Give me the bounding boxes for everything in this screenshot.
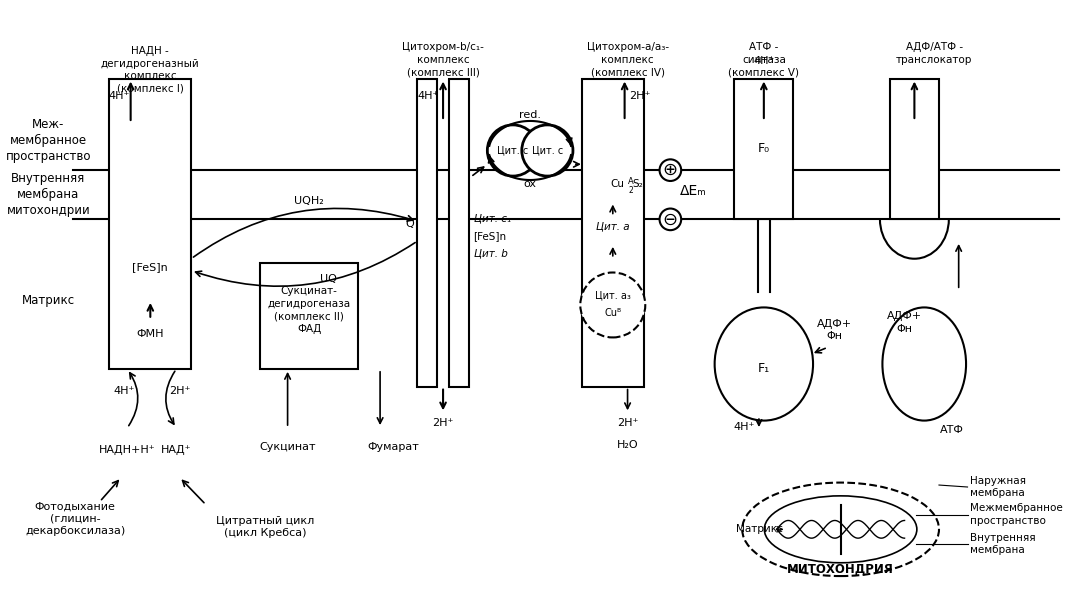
Text: Cuᴮ: Cuᴮ <box>604 308 622 318</box>
Text: Матрикс: Матрикс <box>737 524 784 534</box>
Text: Цит. c: Цит. c <box>498 145 528 156</box>
Text: Цит. c₁: Цит. c₁ <box>474 213 511 224</box>
Bar <box>260 262 359 369</box>
Text: Наружная
мембрана: Наружная мембрана <box>971 476 1026 498</box>
Text: red.: red. <box>520 110 541 120</box>
Text: F₀: F₀ <box>758 142 770 156</box>
Text: 4H⁺: 4H⁺ <box>753 56 775 66</box>
Text: АДФ+
Φн: АДФ+ Φн <box>887 311 922 333</box>
Text: A: A <box>627 177 634 186</box>
Text: Цит. a₃: Цит. a₃ <box>595 290 630 300</box>
Text: Фотодыхание
(глицин-
декарбоксилаза): Фотодыхание (глицин- декарбоксилаза) <box>25 501 125 536</box>
Text: Цит. b: Цит. b <box>474 248 508 259</box>
Text: 2H⁺: 2H⁺ <box>168 385 190 396</box>
Text: МИТОХОНДРИЯ: МИТОХОНДРИЯ <box>787 562 894 575</box>
Text: НАД⁺: НАД⁺ <box>161 445 191 454</box>
Text: Межмембранное
пространство: Межмембранное пространство <box>971 504 1063 526</box>
Text: Q: Q <box>405 219 414 229</box>
Text: Цит. c: Цит. c <box>532 145 563 156</box>
Text: Цитратный цикл
(цикл Кребса): Цитратный цикл (цикл Кребса) <box>216 516 314 538</box>
Text: Фумарат: Фумарат <box>367 442 418 451</box>
Bar <box>582 79 644 387</box>
Text: 2H⁺: 2H⁺ <box>433 418 453 428</box>
Text: Сукцинат: Сукцинат <box>260 442 316 451</box>
Text: 2H⁺: 2H⁺ <box>628 92 650 101</box>
Text: НАДН+Н⁺: НАДН+Н⁺ <box>99 445 155 454</box>
Text: Внутренняя
мембрана
митохондрии: Внутренняя мембрана митохондрии <box>7 172 90 218</box>
Circle shape <box>487 125 538 176</box>
Text: НАДН -
дегидрогеназный
комплекс
(комплекс I): НАДН - дегидрогеназный комплекс (комплек… <box>101 46 200 93</box>
Text: 2: 2 <box>628 186 633 195</box>
Text: 4H⁺: 4H⁺ <box>734 422 754 432</box>
Ellipse shape <box>742 482 939 576</box>
Text: Матрикс: Матрикс <box>22 293 75 307</box>
Text: ⊖: ⊖ <box>663 210 678 228</box>
Text: H₂O: H₂O <box>616 439 638 450</box>
Text: Сукцинат-
дегидрогеназа
(комплекс II)
ФАД: Сукцинат- дегидрогеназа (комплекс II) ФА… <box>267 286 351 333</box>
Text: АДФ/АТФ -
транслокатор: АДФ/АТФ - транслокатор <box>896 42 972 65</box>
Text: Цитохром-b/c₁-
комплекс
(комплекс III): Цитохром-b/c₁- комплекс (комплекс III) <box>402 42 484 77</box>
Text: Внутренняя
мембрана: Внутренняя мембрана <box>971 533 1036 555</box>
Text: UQ: UQ <box>321 275 337 284</box>
Bar <box>890 79 939 219</box>
Text: АТФ -
синтаза
(комплекс V): АТФ - синтаза (комплекс V) <box>728 42 799 77</box>
Text: АДФ+
Φн: АДФ+ Φн <box>817 319 852 341</box>
Bar <box>449 79 468 387</box>
Text: UQH₂: UQH₂ <box>295 196 324 205</box>
Bar <box>417 79 437 387</box>
Text: ox: ox <box>524 179 537 189</box>
Text: S₂: S₂ <box>632 179 642 189</box>
Text: F₁: F₁ <box>758 362 770 376</box>
Text: 4H⁺: 4H⁺ <box>113 385 135 396</box>
Text: Цитохром-a/a₃-
комплекс
(комплекс IV): Цитохром-a/a₃- комплекс (комплекс IV) <box>587 42 669 77</box>
Text: 2H⁺: 2H⁺ <box>617 418 638 428</box>
Text: Меж-
мембранное
пространство: Меж- мембранное пространство <box>5 118 91 163</box>
Text: ΔEₘ: ΔEₘ <box>680 184 707 198</box>
Text: ФМН: ФМН <box>137 330 164 339</box>
Bar <box>110 79 191 369</box>
Bar <box>735 79 794 219</box>
Text: 4H⁺: 4H⁺ <box>417 92 439 101</box>
Text: ⊕: ⊕ <box>663 161 678 179</box>
Text: АТФ: АТФ <box>940 425 964 435</box>
Ellipse shape <box>764 496 916 563</box>
Circle shape <box>660 159 682 181</box>
Text: Cu: Cu <box>611 179 625 189</box>
Ellipse shape <box>714 307 813 421</box>
Ellipse shape <box>883 307 966 421</box>
Circle shape <box>660 208 682 230</box>
Text: 4H⁺: 4H⁺ <box>108 92 129 101</box>
Text: Цит. a: Цит. a <box>596 221 629 231</box>
Text: [FeS]n: [FeS]n <box>133 262 168 273</box>
Text: [FeS]n: [FeS]n <box>474 231 507 241</box>
Circle shape <box>580 273 646 338</box>
Circle shape <box>522 125 573 176</box>
